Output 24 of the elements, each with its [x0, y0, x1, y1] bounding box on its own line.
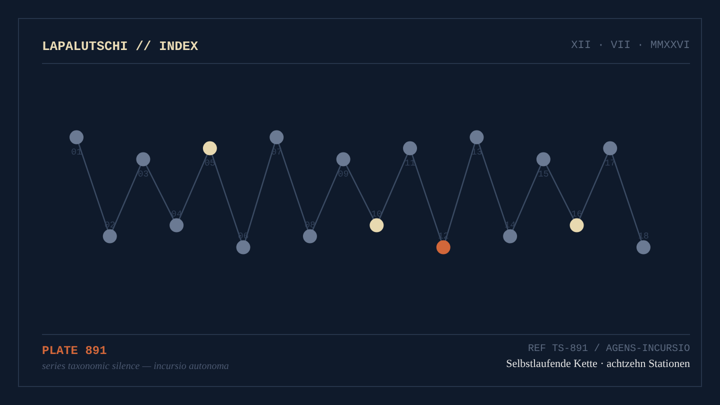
point [570, 218, 584, 232]
point [136, 152, 150, 166]
chart-title: LAPALUTSCHI // INDEX [42, 38, 198, 56]
point [370, 218, 384, 232]
point [536, 152, 550, 166]
text: PLATE 891 [42, 343, 108, 360]
point [202, 141, 217, 156]
point [236, 240, 250, 254]
point [170, 218, 184, 232]
point [470, 130, 484, 144]
point [336, 152, 350, 166]
point [102, 229, 117, 244]
chart-subtitle: XII · VII · MMXXVI [571, 39, 690, 54]
point [270, 130, 284, 144]
point [302, 229, 317, 244]
point [503, 229, 518, 244]
text: series taxonomic silence — incursio autonoma [42, 360, 229, 374]
text: Selbstlaufende Kette · achtzehn Stationen [506, 357, 690, 372]
text: REF TS-891 / AGENS-INCURSIO [526, 343, 690, 357]
point [603, 141, 618, 156]
point [436, 240, 450, 254]
point [636, 240, 650, 254]
point [403, 141, 418, 156]
point [70, 130, 84, 144]
